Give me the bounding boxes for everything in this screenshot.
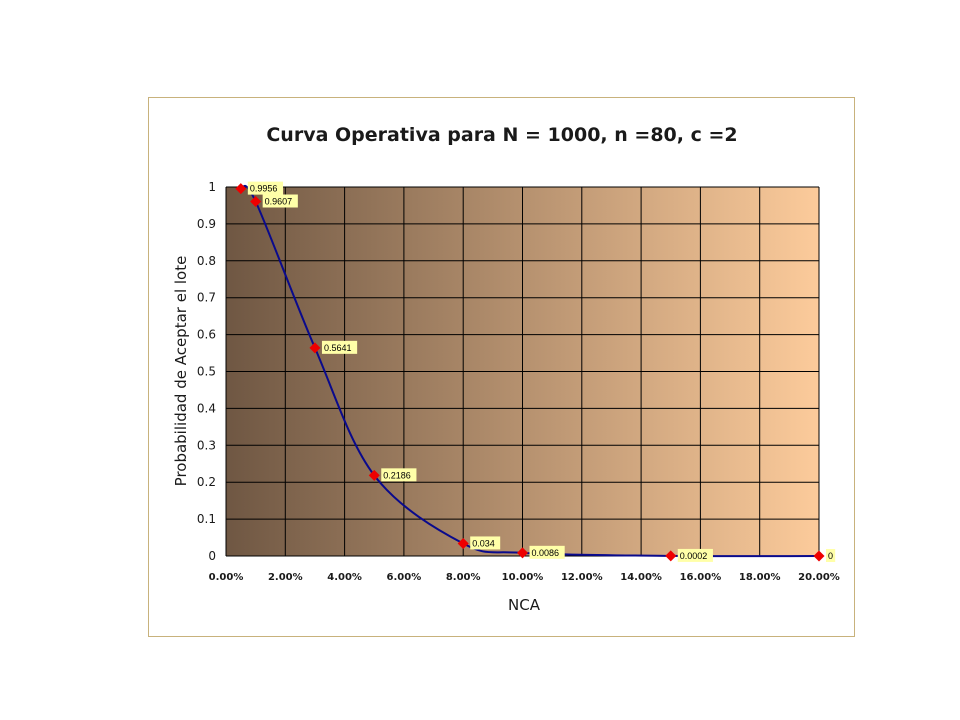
data-labels: 0.9956 0.9607 0.5641 0.2186 0.034 0.0086 0.000… (247, 181, 836, 562)
data-label-text: 0.0086 (532, 548, 560, 558)
data-label-background (470, 536, 501, 550)
data-label: 0.034 (470, 536, 501, 550)
data-label-background (381, 468, 417, 482)
series-markers (235, 183, 825, 562)
x-tick-label: 12.00% (561, 572, 603, 583)
data-point-marker (250, 196, 262, 208)
data-point-marker (309, 342, 321, 354)
data-label: 0.0086 (529, 545, 565, 559)
data-label-background (826, 549, 836, 562)
y-tick-label: 0.7 (197, 291, 216, 305)
x-tick-label: 6.00% (387, 572, 422, 583)
data-label-background (677, 548, 713, 562)
y-tick-label: 0.1 (197, 512, 216, 526)
chart-svg: Curva Operativa para N = 1000, n =80, c … (172, 124, 840, 614)
data-label: 0 (826, 549, 836, 562)
y-tick-label: 0.3 (197, 438, 216, 452)
y-tick-label: 0.5 (197, 365, 216, 379)
x-tick-label: 4.00% (327, 572, 362, 583)
data-label-text: 0.9607 (265, 197, 293, 207)
data-label: 0.2186 (381, 468, 417, 482)
x-tick-label: 2.00% (268, 572, 303, 583)
data-label: 0.9956 (247, 181, 284, 195)
x-axis-title: NCA (508, 596, 541, 614)
y-tick-label: 0.4 (197, 401, 216, 415)
y-axis-ticks: 0 0.1 0.2 0.3 0.4 0.5 0.6 0.7 0.8 0.9 1 (197, 180, 216, 563)
chart-frame: Curva Operativa para N = 1000, n =80, c … (148, 97, 855, 637)
data-label-text: 0.0002 (680, 551, 708, 561)
y-tick-label: 0 (208, 549, 216, 563)
y-axis-title: Probabilidad de Aceptar el lote (172, 256, 190, 487)
x-tick-label: 20.00% (798, 572, 840, 583)
x-tick-label: 16.00% (680, 572, 722, 583)
data-point-marker (235, 183, 247, 195)
data-point-marker (665, 550, 677, 562)
data-point-marker (368, 469, 380, 481)
y-tick-label: 0.9 (197, 217, 216, 231)
x-tick-label: 10.00% (502, 572, 544, 583)
data-label-background (529, 545, 565, 559)
data-point-marker (457, 537, 469, 549)
data-label-text: 0 (828, 551, 833, 561)
data-label-background (247, 181, 284, 195)
data-label-text: 0.2186 (383, 470, 411, 480)
data-label-background (262, 194, 298, 208)
data-label-text: 0.9956 (250, 184, 278, 194)
data-label: 0.0002 (677, 548, 713, 562)
y-tick-label: 0.6 (197, 328, 216, 342)
x-tick-label: 14.00% (620, 572, 662, 583)
x-tick-label: 8.00% (446, 572, 481, 583)
y-tick-label: 0.8 (197, 254, 216, 268)
data-label-text: 0.5641 (324, 343, 352, 353)
data-label: 0.9607 (262, 194, 298, 208)
y-tick-label: 0.2 (197, 475, 216, 489)
x-tick-label: 18.00% (739, 572, 781, 583)
x-tick-label: 0.00% (209, 572, 244, 583)
data-label: 0.5641 (321, 340, 358, 354)
x-axis-ticks: 0.00% 2.00% 4.00% 6.00% 8.00% 10.00% 12.00% 14.… (209, 572, 840, 583)
data-point-marker (813, 550, 825, 562)
data-label-text: 0.034 (472, 538, 495, 548)
grid-lines (225, 186, 820, 557)
y-tick-label: 1 (208, 180, 216, 194)
chart-title: Curva Operativa para N = 1000, n =80, c … (266, 124, 737, 146)
data-label-background (321, 340, 358, 354)
data-point-marker (517, 547, 528, 559)
